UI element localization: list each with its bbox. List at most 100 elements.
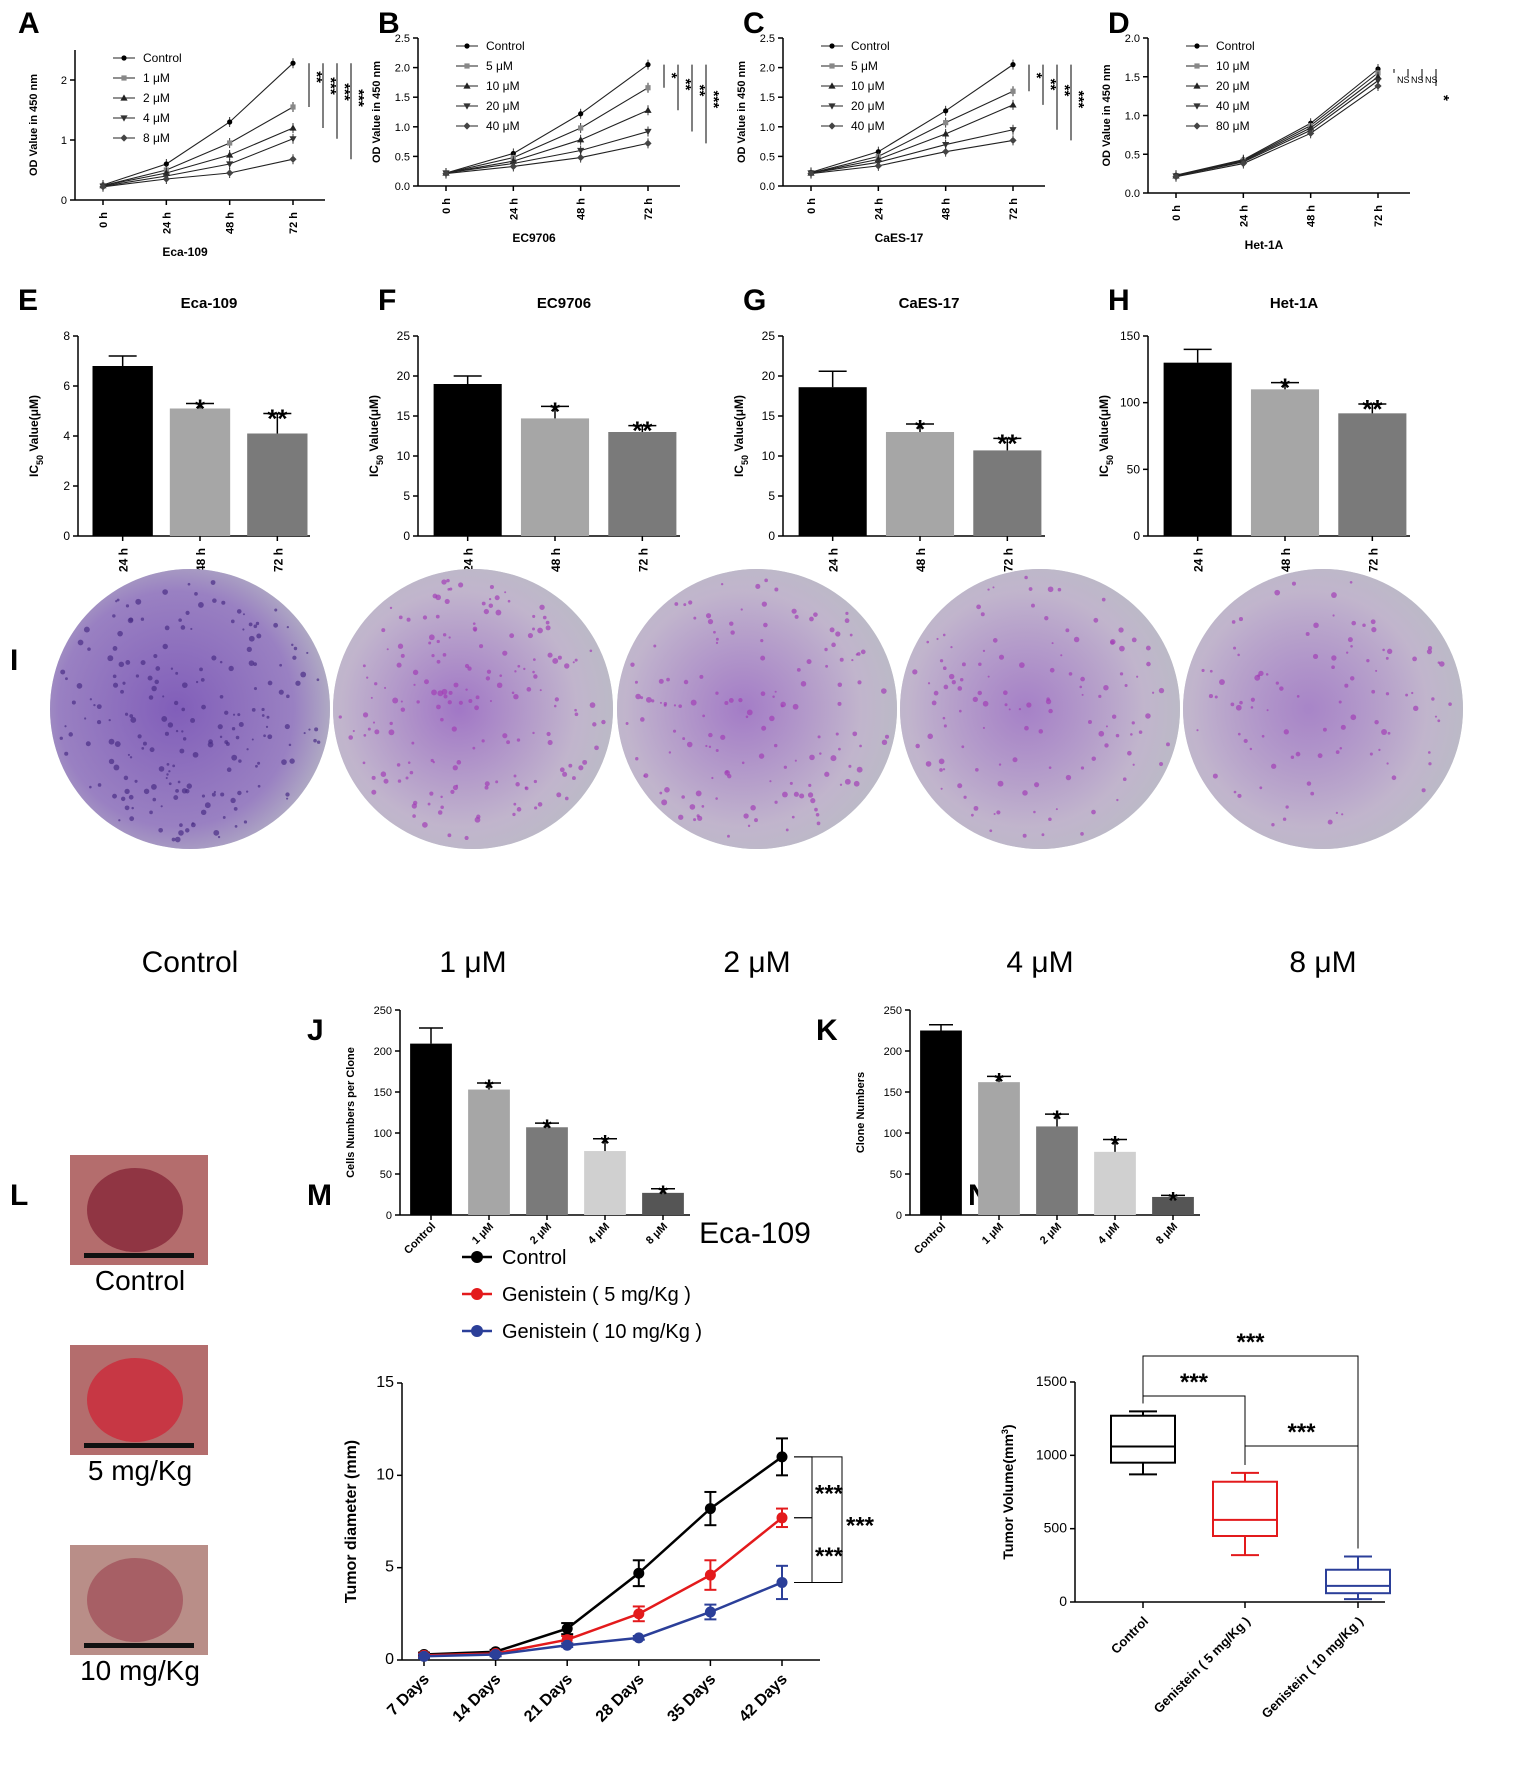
bar [433, 384, 502, 536]
panel-letter-f: F [378, 284, 396, 317]
y-axis-label: Clone Numbers [855, 1072, 867, 1153]
cell-dot [396, 763, 401, 767]
legend-label: Genistein ( 10 mg/Kg ) [502, 1321, 702, 1343]
series-line [445, 142, 649, 175]
cell-dot [257, 784, 261, 788]
data-point [490, 1648, 502, 1660]
cell-dot [1332, 614, 1335, 617]
scale-bar [84, 1443, 194, 1448]
cell-dot [1230, 702, 1235, 707]
x-tick-label: 48 h [1306, 205, 1318, 227]
cell-dot [659, 791, 663, 795]
cell-dot [502, 733, 508, 739]
cell-dot [485, 676, 491, 681]
cell-dot [127, 617, 134, 624]
cell-dot [286, 797, 289, 800]
data-point [633, 1567, 645, 1579]
box [1325, 1568, 1391, 1595]
x-tick-label: Control [402, 1221, 438, 1257]
chart-k: 0 50 100 150 200 250 Clone Numbers Control * 1 μM… [855, 1005, 1200, 1257]
cell-dot [961, 662, 966, 667]
cell-dot [253, 662, 258, 666]
y-tick-label: 6 [63, 379, 70, 393]
cell-dot [678, 814, 684, 820]
sig-label: ** [1362, 394, 1383, 424]
y-tick-label: 1000 [1036, 1446, 1067, 1462]
cell-dot [162, 695, 165, 698]
cell-dot [1214, 695, 1218, 699]
cell-dot [1437, 719, 1441, 723]
cell-dot [386, 648, 389, 651]
cell-dot [179, 823, 183, 827]
cell-dot [957, 686, 963, 691]
cell-dot [1265, 673, 1269, 676]
cell-dot [547, 652, 553, 658]
cell-dot [640, 717, 645, 722]
panel-letter-b: B [378, 7, 400, 40]
cell-dot [1426, 649, 1432, 655]
data-point [289, 155, 297, 163]
legend-marker [471, 1325, 483, 1337]
cell-dot [824, 771, 830, 777]
cell-dot [1412, 656, 1417, 662]
cell-dot [839, 657, 844, 662]
cell-dot [210, 580, 216, 585]
cell-dot [484, 781, 490, 787]
cell-dot [432, 593, 438, 599]
legend-label: 20 μM [486, 99, 520, 113]
cell-dot [542, 615, 547, 620]
legend-label: Control [502, 1247, 566, 1269]
data-point [289, 124, 297, 131]
cell-dot [881, 739, 888, 746]
micrograph-stain [50, 569, 330, 849]
cell-dot [248, 660, 255, 666]
cell-dot [273, 622, 279, 628]
series-line [1175, 85, 1379, 178]
cell-dot [996, 810, 1001, 815]
cell-dot [261, 707, 265, 712]
x-axis-label: Het-1A [1245, 238, 1284, 252]
cell-dot [1138, 730, 1143, 734]
sig-label: *** [705, 91, 722, 109]
cell-dot [451, 726, 457, 732]
data-point [577, 147, 585, 155]
cell-dot [1351, 620, 1357, 626]
cell-dot [769, 780, 772, 783]
cell-dot [993, 812, 996, 815]
data-point [227, 119, 233, 125]
cell-dot [256, 633, 262, 639]
y-tick-label: 1.0 [760, 122, 775, 134]
cell-dot [1371, 627, 1377, 633]
legend-label: Genistein ( 5 mg/Kg ) [502, 1284, 691, 1306]
cell-dot [384, 686, 387, 689]
cell-dot [539, 604, 545, 610]
cell-dot [442, 653, 447, 657]
y-tick-label: 250 [884, 1005, 902, 1017]
data-point [120, 94, 128, 101]
y-tick-label: 0.5 [1125, 149, 1140, 161]
data-point [1239, 159, 1247, 168]
tumor-mass [87, 1358, 183, 1442]
cell-dot [372, 721, 376, 724]
cell-dot [251, 738, 254, 741]
cell-dot [113, 764, 120, 771]
legend-label: 5 μM [486, 59, 513, 73]
cell-dot [724, 700, 729, 705]
cell-dot [185, 828, 190, 833]
cell-dot [992, 638, 998, 643]
tumor-mass [87, 1168, 183, 1252]
cell-dot [527, 633, 533, 639]
cell-dot [978, 662, 982, 667]
cell-dot [118, 661, 125, 668]
cell-dot [504, 591, 507, 594]
cell-dot [292, 655, 297, 660]
cell-dot [782, 791, 788, 798]
cell-dot [545, 620, 550, 625]
cell-dot [84, 717, 87, 720]
cell-dot [230, 619, 235, 624]
cell-dot [835, 631, 841, 637]
cell-dot [1048, 708, 1053, 714]
y-axis-label: IC50 Value(μM) [1097, 395, 1115, 477]
cell-dot [316, 678, 320, 682]
cell-dot [1366, 658, 1370, 663]
